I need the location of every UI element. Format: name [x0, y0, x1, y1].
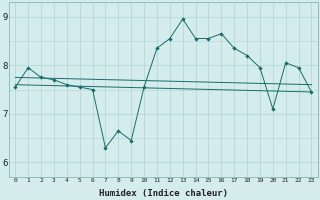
X-axis label: Humidex (Indice chaleur): Humidex (Indice chaleur) — [99, 189, 228, 198]
